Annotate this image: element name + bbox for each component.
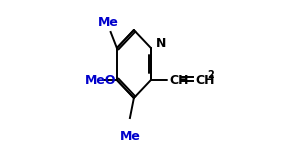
Text: MeO: MeO	[85, 73, 116, 86]
Text: CH: CH	[170, 73, 189, 86]
Text: N: N	[155, 37, 166, 50]
Text: Me: Me	[98, 16, 119, 29]
Text: Me: Me	[120, 130, 140, 143]
Text: CH: CH	[195, 73, 215, 86]
Text: 2: 2	[207, 70, 214, 80]
